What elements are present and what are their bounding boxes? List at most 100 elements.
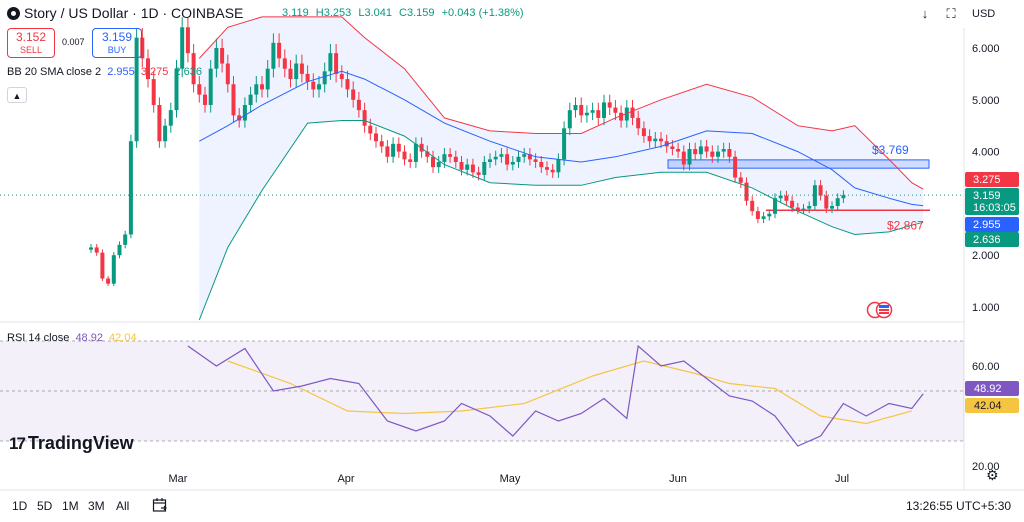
candle-body [288,68,293,80]
candle-body [767,213,772,217]
candle-body [117,244,122,256]
candle-body [180,27,185,69]
candle-body [374,133,378,142]
candle-body [670,146,675,150]
candle-body [505,154,510,165]
price-label-upper-box [965,172,1019,187]
candle-body [493,156,498,160]
candle-body [191,53,196,85]
symbol-title[interactable]: Story / US Dollar · 1D · COINBASE [24,5,244,21]
candle-body [647,136,652,142]
candle-body [750,200,755,212]
price-label-upper: 3.275 [973,174,1001,186]
candle-body [522,154,527,157]
time-tick-label: Mar [169,473,188,485]
candle-body [636,117,641,129]
price-label-last: 3.159 [973,190,1001,202]
candle-body [305,73,310,82]
candle-body [681,151,686,165]
price-label-last-countdown: 16:03:05 [973,202,1016,214]
settings-gear-icon[interactable]: ⚙ [986,467,999,483]
ohlc-close: C3.159 [399,7,435,19]
candle-body [106,278,111,284]
bb-legend[interactable]: BB 20 SMA close 2 2.955 3.275 2.636 [7,66,202,78]
rsi-value-box [965,381,1019,396]
events-flag-icon[interactable] [866,301,894,319]
candle-body [812,185,817,206]
candle-body [807,205,812,209]
candle-body [733,156,738,178]
candle-body [738,177,743,183]
candle-body [653,138,658,142]
candle-body [242,104,247,121]
rsi-tick-label: 20.00 [972,461,1000,473]
candle-body [214,48,219,69]
candle-body [755,211,760,219]
candle-body [761,216,766,219]
candle-body [527,154,532,160]
price-label-basis: 2.955 [973,219,1001,231]
candle-body [716,151,720,157]
coin-logo-icon [7,7,20,20]
candle-body [225,63,230,85]
candle-body [391,143,396,157]
candle-body [545,167,549,170]
candle-body [556,159,561,173]
candle-body [830,205,834,209]
candle-body [727,149,732,157]
timeframe-5d[interactable]: 5D [37,499,53,513]
utc-clock[interactable]: 13:26:55 UTC+5:30 [906,499,1012,513]
timeframe-1m[interactable]: 1M [62,499,79,513]
buy-button[interactable]: 3.159 BUY [92,28,142,58]
candle-body [163,125,168,142]
candle-body [687,149,692,165]
candle-body [94,247,99,253]
price-tick-label: 2.000 [972,250,1000,262]
candle-body [710,151,715,157]
candle-body [396,143,401,152]
rsi-value: 48.92 [75,332,103,344]
candle-body [146,58,150,80]
time-tick-label: May [500,473,521,485]
candle-body [356,99,361,111]
spread-value: 0.007 [62,37,85,47]
collapse-legend-button[interactable]: ▲ [7,87,27,103]
resistance-zone [667,159,930,169]
sell-button[interactable]: 3.152 SELL [7,28,55,58]
candle-body [516,156,521,162]
candle-body [470,164,475,173]
candle-body [704,146,709,152]
candle-body [465,164,470,170]
ohlc-low: L3.041 [358,7,392,19]
timeframe-3m[interactable]: 3M [88,499,105,513]
candle-body [294,63,299,80]
candle-body [607,102,612,108]
time-tick-label: Jul [835,473,849,485]
candle-body [659,138,663,142]
candle-body [271,42,276,69]
price-tick-label: 6.000 [972,43,1000,55]
candle-body [630,107,635,118]
candle-body [402,151,407,160]
candle-body [488,159,492,162]
candle-body [579,104,584,116]
candle-body [379,141,384,147]
candle-body [510,161,515,165]
bb-band-fill [199,16,924,320]
candle-body [841,195,846,199]
rsi-legend[interactable]: RSI 14 close 48.92 42.04 [7,332,137,344]
candle-body [89,247,93,250]
calendar-range-icon[interactable] [152,497,168,513]
timeframe-all[interactable]: All [116,499,130,513]
candle-body [425,151,430,157]
currency-selector[interactable]: USD [972,8,996,20]
candle-body [573,104,578,111]
candle-body [134,37,139,142]
candle-body [590,110,595,113]
timeframe-1d[interactable]: 1D [12,499,28,513]
download-icon[interactable]: ↓ [921,6,929,21]
candle-body [282,58,287,69]
fullscreen-icon[interactable]: ⛶ [946,6,956,21]
candle-body [231,84,236,116]
